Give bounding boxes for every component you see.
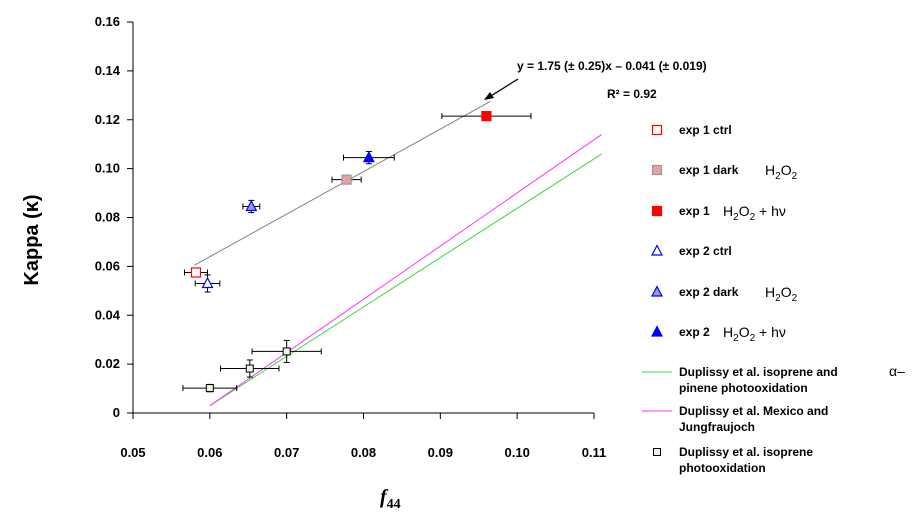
data-point [481,110,492,122]
y-tick-label: 0.04 [95,307,121,322]
x-tick-label: 0.10 [505,445,530,460]
data-point [201,276,214,289]
ticks-layer: 0 0.02 0.04 0.06 0.08 0.10 0.12 0.14 0.16 0.05 0.0… [95,14,607,460]
legend-label: exp 2 ctrl [679,244,732,258]
legend-label: Duplissy et al. Mexico and [679,404,828,418]
legend-item: exp 2 ctrl [651,244,732,258]
data-point [341,174,352,185]
legend-label: exp 2 dark [679,285,739,299]
legend-label: Duplissy et al. isoprene and [679,365,838,379]
y-tick-label: 0.16 [95,14,120,29]
legend-label: Duplissy et al. isoprene [679,445,813,459]
legend-label: exp 1 [679,204,710,218]
legend-marker [651,325,663,337]
y-tick-label: 0.08 [95,210,120,225]
legend-label: exp 1 ctrl [679,123,732,137]
legend-marker [651,285,663,297]
lines-layer [194,100,602,407]
data-point [205,384,214,393]
y-tick-label: 0 [113,405,120,420]
legend-marker [651,205,663,217]
legend-marker [651,124,663,136]
x-tick-label: 0.08 [351,445,376,460]
legend-formula: H2O2 + hν [723,203,786,223]
legend-item: exp 2 H2O2 + hν [651,324,786,344]
series-line-l1 [209,153,602,407]
y-tick-label: 0.14 [95,63,121,78]
x-tick-label: 0.06 [197,445,222,460]
data-point [245,199,258,212]
legend-formula: H2O2 [765,162,798,182]
legend-item: Duplissy et al. isoprene and pinene photo… [642,363,905,395]
legend-label: exp 1 dark [679,163,739,177]
x-tick-label: 0.07 [274,445,299,460]
legend-marker [651,164,663,176]
fit-r-squared: R² = 0.92 [607,87,657,101]
x-tick-label: 0.05 [120,445,145,460]
y-tick-label: 0.02 [95,356,120,371]
x-tick-label: 0.11 [582,445,607,460]
points-layer [182,110,532,393]
y-axis-label: Kappa (κ) [21,194,43,285]
fit-equation: y = 1.75 (± 0.25)x – 0.041 (± 0.019) [517,59,707,73]
annotation-arrow-head [484,92,494,100]
y-tick-label: 0.06 [95,258,120,273]
legend-formula: H2O2 [765,284,798,304]
legend-item: exp 1 ctrl [651,123,732,137]
legend-formula: H2O2 + hν [723,324,786,344]
legend-label-line2: Jungfraujoch [679,420,755,434]
data-point [282,347,291,356]
legend-item: Duplissy et al. Mexico and Jungfraujoch [642,404,828,434]
fit-annotation: y = 1.75 (± 0.25)x – 0.041 (± 0.019) R² … [484,59,707,101]
data-point [245,364,254,373]
data-point [362,150,375,163]
legend-label-line2: pinene photooxidation [679,381,808,395]
y-tick-label: 0.12 [95,112,120,127]
legend-extra: α– [889,363,905,379]
series-line-l2 [209,134,602,407]
x-axis-label: f44 [380,486,401,512]
x-tick-label: 0.09 [428,445,453,460]
legend-item: exp 1 dark H2O2 [651,162,798,182]
legend-marker [651,244,663,256]
legend-item: exp 2 dark H2O2 [651,284,798,304]
legend-marker [653,448,661,456]
legend-item: exp 1 H2O2 + hν [651,203,786,223]
data-point [190,267,202,278]
y-tick-label: 0.10 [95,161,120,176]
legend-label-line2: photooxidation [679,461,766,475]
legend-item: Duplissy et al. isoprene photooxidation [653,445,813,475]
axes [132,22,594,414]
legend-label: exp 2 [679,325,710,339]
